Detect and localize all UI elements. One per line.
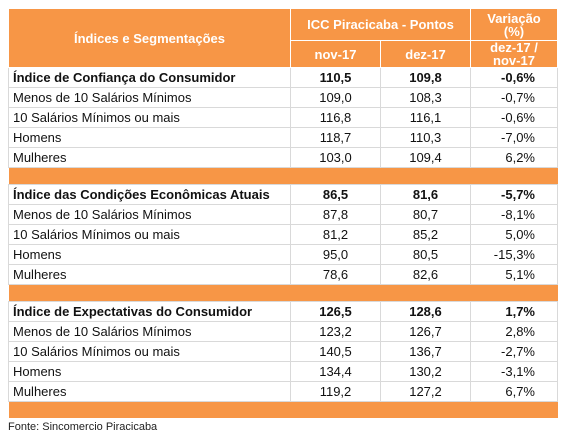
variation-value: -0,6% — [470, 107, 558, 128]
header-nov: nov-17 — [290, 40, 381, 68]
segment-label: Homens — [8, 361, 291, 382]
variation-value: -0,6% — [470, 67, 558, 88]
variation-value: 5,1% — [470, 264, 558, 285]
table-row: Mulheres 103,0 109,4 6,2% — [8, 147, 558, 168]
dez-value: 136,7 — [380, 341, 471, 362]
segment-label: Homens — [8, 244, 291, 265]
header-variation: Variação (%) — [470, 8, 558, 41]
nov-value: 118,7 — [290, 127, 381, 148]
variation-value: 1,7% — [470, 301, 558, 322]
variation-value: -8,1% — [470, 204, 558, 225]
nov-value: 116,8 — [290, 107, 381, 128]
table-row: Mulheres 119,2 127,2 6,7% — [8, 381, 558, 402]
segment-label: Mulheres — [8, 381, 291, 402]
table-row: Mulheres 78,6 82,6 5,1% — [8, 264, 558, 285]
segment-label: 10 Salários Mínimos ou mais — [8, 341, 291, 362]
table-row: Menos de 10 Salários Mínimos 87,8 80,7 -8,1… — [8, 204, 558, 225]
dez-value: 109,8 — [380, 67, 471, 88]
segment-label: Homens — [8, 127, 291, 148]
dez-value: 108,3 — [380, 87, 471, 108]
nov-value: 109,0 — [290, 87, 381, 108]
dez-value: 127,2 — [380, 381, 471, 402]
icc-table: Índices e Segmentações ICC Piracicaba - … — [8, 8, 558, 418]
dez-value: 80,5 — [380, 244, 471, 265]
dez-value: 82,6 — [380, 264, 471, 285]
table-row: 10 Salários Mínimos ou mais 140,5 136,7 -2,… — [8, 341, 558, 362]
dez-value: 126,7 — [380, 321, 471, 342]
variation-value: -15,3% — [470, 244, 558, 265]
segment-label: Índice de Confiança do Consumidor — [8, 67, 291, 88]
section-separator — [8, 401, 558, 418]
header-segments: Índices e Segmentações — [8, 8, 291, 68]
nov-value: 95,0 — [290, 244, 381, 265]
table-body: Índice de Confiança do Consumidor 110,5 10… — [8, 67, 558, 418]
nov-value: 119,2 — [290, 381, 381, 402]
dez-value: 110,3 — [380, 127, 471, 148]
nov-value: 81,2 — [290, 224, 381, 245]
nov-value: 123,2 — [290, 321, 381, 342]
source: Fonte: Sincomercio Piracicaba — [8, 421, 158, 433]
segment-label: Índice de Expectativas do Consumidor — [8, 301, 291, 322]
dez-value: 80,7 — [380, 204, 471, 225]
header-group: ICC Piracicaba - Pontos — [290, 8, 471, 41]
variation-value: 6,2% — [470, 147, 558, 168]
segment-label: Menos de 10 Salários Mínimos — [8, 87, 291, 108]
segment-label: Mulheres — [8, 147, 291, 168]
nov-value: 134,4 — [290, 361, 381, 382]
nov-value: 103,0 — [290, 147, 381, 168]
variation-value: -7,0% — [470, 127, 558, 148]
variation-value: 2,8% — [470, 321, 558, 342]
table-row: Homens 118,7 110,3 -7,0% — [8, 127, 558, 148]
segment-label: Menos de 10 Salários Mínimos — [8, 321, 291, 342]
table-row: Índice das Condições Econômicas Atuais 86… — [8, 184, 558, 205]
variation-value: -3,1% — [470, 361, 558, 382]
table-row: Homens 134,4 130,2 -3,1% — [8, 361, 558, 382]
nov-value: 87,8 — [290, 204, 381, 225]
table-row: Índice de Expectativas do Consumidor 126,… — [8, 301, 558, 322]
segment-label: Índice das Condições Econômicas Atuais — [8, 184, 291, 205]
variation-value: -5,7% — [470, 184, 558, 205]
segment-label: Menos de 10 Salários Mínimos — [8, 204, 291, 225]
variation-value: 5,0% — [470, 224, 558, 245]
segment-label: 10 Salários Mínimos ou mais — [8, 107, 291, 128]
section-separator — [8, 284, 558, 302]
dez-value: 128,6 — [380, 301, 471, 322]
nov-value: 86,5 — [290, 184, 381, 205]
header-dez: dez-17 — [380, 40, 471, 68]
dez-value: 85,2 — [380, 224, 471, 245]
segment-label: Mulheres — [8, 264, 291, 285]
table-row: Menos de 10 Salários Mínimos 123,2 126,7 2,… — [8, 321, 558, 342]
dez-value: 109,4 — [380, 147, 471, 168]
separator-cell — [8, 284, 558, 302]
table-row: 10 Salários Mínimos ou mais 81,2 85,2 5,0% — [8, 224, 558, 245]
segment-label: 10 Salários Mínimos ou mais — [8, 224, 291, 245]
header-variation-period: dez-17 / nov-17 — [470, 40, 558, 68]
table-row: Homens 95,0 80,5 -15,3% — [8, 244, 558, 265]
nov-value: 126,5 — [290, 301, 381, 322]
nov-value: 78,6 — [290, 264, 381, 285]
nov-value: 110,5 — [290, 67, 381, 88]
variation-value: -2,7% — [470, 341, 558, 362]
dez-value: 116,1 — [380, 107, 471, 128]
table-row: Índice de Confiança do Consumidor 110,5 10… — [8, 67, 558, 88]
separator-cell — [8, 167, 558, 185]
separator-cell — [8, 401, 558, 418]
table-row: Menos de 10 Salários Mínimos 109,0 108,3 -0… — [8, 87, 558, 108]
dez-value: 81,6 — [380, 184, 471, 205]
variation-value: 6,7% — [470, 381, 558, 402]
section-separator — [8, 167, 558, 185]
table-row: 10 Salários Mínimos ou mais 116,8 116,1 -0,… — [8, 107, 558, 128]
nov-value: 140,5 — [290, 341, 381, 362]
variation-value: -0,7% — [470, 87, 558, 108]
dez-value: 130,2 — [380, 361, 471, 382]
